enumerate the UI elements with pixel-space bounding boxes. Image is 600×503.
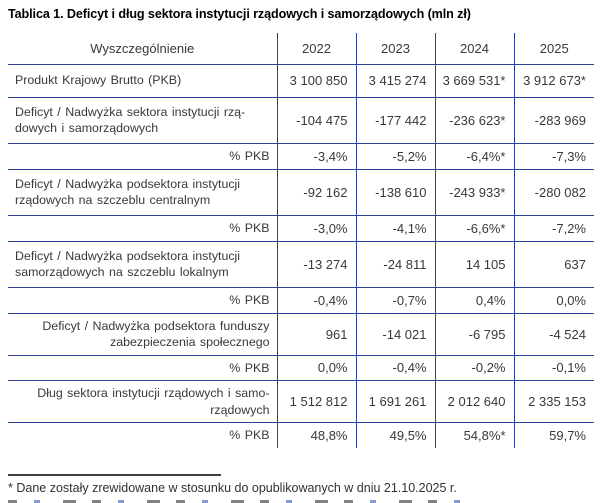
table-row: % PKB 48,8% 49,5% 54,8%* 59,7%: [8, 422, 594, 448]
value-cell: 1 512 812: [276, 380, 357, 423]
value-cell: 961: [276, 312, 357, 356]
table-row: % PKB 0,0% -0,4% -0,2% -0,1%: [8, 354, 594, 381]
value-cell: -3,4%: [276, 142, 357, 170]
value-cell: -6,6%*: [434, 214, 515, 242]
row-label: % PKB: [8, 354, 278, 381]
header-cell-year: 2025: [513, 33, 594, 65]
value-cell: 2 012 640: [434, 380, 515, 423]
row-label: Deficyt / Nadwyżka podsektora instytucji…: [8, 240, 278, 288]
value-cell: -0,7%: [355, 286, 436, 314]
row-label: Deficyt / Nadwyżka podsektora funduszy z…: [8, 312, 278, 356]
value-cell: 3 415 274: [355, 63, 436, 98]
value-cell: -4,1%: [355, 214, 436, 242]
table-row: Deficyt / Nadwyżka sektora instytucji rz…: [8, 96, 594, 144]
value-cell: -24 811: [355, 240, 436, 288]
table-row: Deficyt / Nadwyżka podsektora instytucji…: [8, 168, 594, 216]
value-cell: -3,0%: [276, 214, 357, 242]
table-row: % PKB -0,4% -0,7% 0,4% 0,0%: [8, 286, 594, 314]
row-label: % PKB: [8, 422, 278, 448]
footnote-rule: [8, 473, 221, 476]
value-cell: -4 524: [513, 312, 594, 356]
row-label: Deficyt / Nadwyżka podsektora instytucji…: [8, 168, 278, 216]
value-cell: -0,2%: [434, 354, 515, 381]
row-label: Deficyt / Nadwyżka sektora instytucji rz…: [8, 96, 278, 144]
value-cell: -6 795: [434, 312, 515, 356]
value-cell: -283 969: [513, 96, 594, 144]
value-cell: 49,5%: [355, 422, 436, 448]
row-label: % PKB: [8, 286, 278, 314]
value-cell: 0,0%: [276, 354, 357, 381]
clipped-text-remnant: [8, 499, 478, 503]
value-cell: 3 100 850: [276, 63, 357, 98]
value-cell: 0,0%: [513, 286, 594, 314]
value-cell: -14 021: [355, 312, 436, 356]
value-cell: -7,3%: [513, 142, 594, 170]
table-row: Deficyt / Nadwyżka podsektora funduszy z…: [8, 312, 594, 356]
value-cell: -177 442: [355, 96, 436, 144]
table-row: Dług sektora instytucji rządowych i samo…: [8, 380, 594, 423]
table-row: Produkt Krajowy Brutto (PKB) 3 100 850 3 4…: [8, 63, 594, 98]
table-header-row: Wyszczególnienie 2022 2023 2024 2025: [8, 33, 594, 65]
table-row: Deficyt / Nadwyżka podsektora instytucji…: [8, 240, 594, 288]
header-cell-year: 2023: [355, 33, 436, 65]
value-cell: 3 669 531*: [434, 63, 515, 98]
value-cell: -7,2%: [513, 214, 594, 242]
value-cell: -0,1%: [513, 354, 594, 381]
table-title: Tablica 1. Deficyt i dług sektora instyt…: [8, 7, 471, 21]
value-cell: 14 105: [434, 240, 515, 288]
value-cell: -92 162: [276, 168, 357, 216]
value-cell: -138 610: [355, 168, 436, 216]
value-cell: -0,4%: [355, 354, 436, 381]
value-cell: -104 475: [276, 96, 357, 144]
value-cell: -236 623*: [434, 96, 515, 144]
value-cell: -5,2%: [355, 142, 436, 170]
value-cell: 59,7%: [513, 422, 594, 448]
value-cell: -13 274: [276, 240, 357, 288]
value-cell: 48,8%: [276, 422, 357, 448]
value-cell: -243 933*: [434, 168, 515, 216]
footnote-text: * Dane zostały zrewidowane w stosunku do…: [8, 480, 457, 495]
row-label: Produkt Krajowy Brutto (PKB): [8, 63, 278, 98]
value-cell: 2 335 153: [513, 380, 594, 423]
header-cell-year: 2024: [434, 33, 515, 65]
table-body: Produkt Krajowy Brutto (PKB) 3 100 850 3 4…: [8, 63, 594, 448]
value-cell: -0,4%: [276, 286, 357, 314]
table-row: % PKB -3,4% -5,2% -6,4%* -7,3%: [8, 142, 594, 170]
header-cell-year: 2022: [276, 33, 357, 65]
row-label: % PKB: [8, 214, 278, 242]
deficit-debt-table: Wyszczególnienie 2022 2023 2024 2025 Pro…: [8, 33, 594, 448]
value-cell: 637: [513, 240, 594, 288]
value-cell: 3 912 673*: [513, 63, 594, 98]
page: Tablica 1. Deficyt i dług sektora instyt…: [0, 6, 600, 503]
value-cell: -6,4%*: [434, 142, 515, 170]
value-cell: 54,8%*: [434, 422, 515, 448]
row-label: % PKB: [8, 142, 278, 170]
header-cell-label: Wyszczególnienie: [8, 33, 278, 65]
row-label: Dług sektora instytucji rządowych i samo…: [8, 380, 278, 423]
value-cell: -280 082: [513, 168, 594, 216]
table-row: % PKB -3,0% -4,1% -6,6%* -7,2%: [8, 214, 594, 242]
value-cell: 1 691 261: [355, 380, 436, 423]
value-cell: 0,4%: [434, 286, 515, 314]
